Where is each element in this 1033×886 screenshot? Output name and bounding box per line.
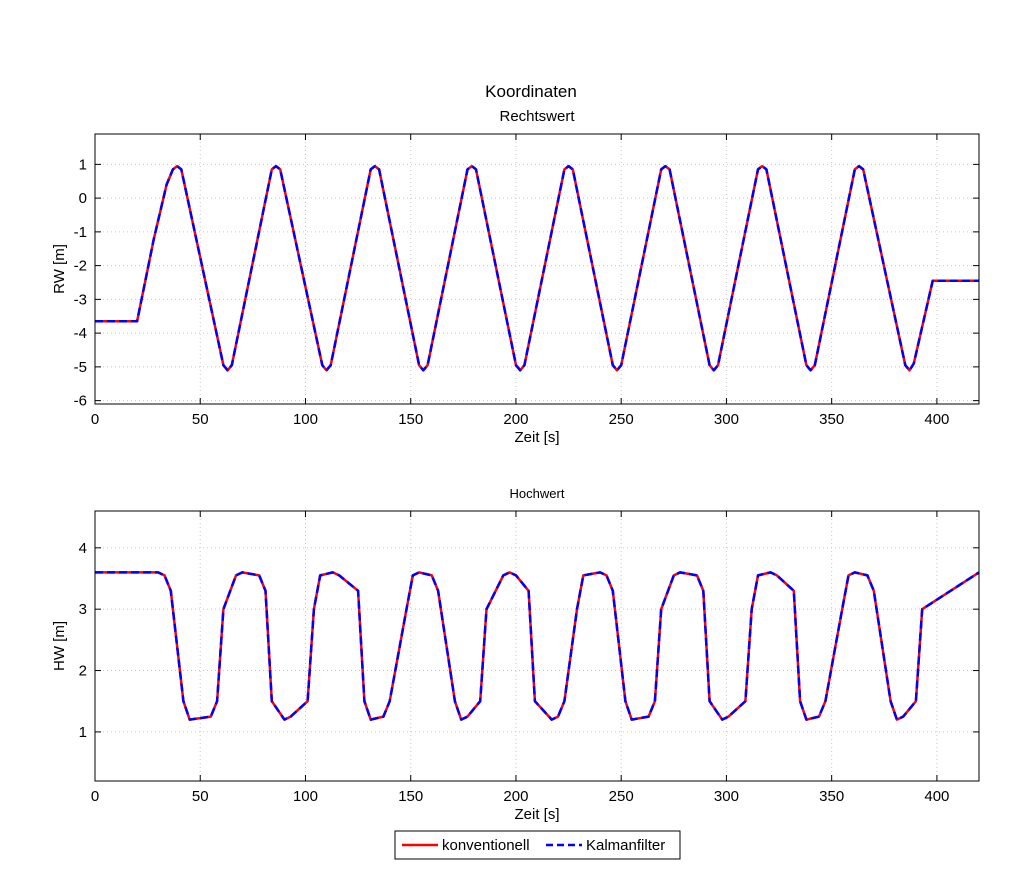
x-tick-label: 0 (91, 788, 99, 805)
plot-rechtswert: 0 50 100 150 200 250 300 350 400 -6 -5 -4 -3 -2 -1 0 1 Re… (51, 108, 980, 446)
y-tick-label: -3 (74, 291, 87, 308)
x-tick-label: 300 (714, 411, 739, 428)
plot-area (95, 134, 979, 404)
axes-frame (94, 510, 980, 782)
y-tick-label: -4 (74, 325, 87, 342)
y-tick-label: -6 (74, 393, 87, 410)
x-tick-label: 350 (819, 788, 844, 805)
y-tick-label: 0 (79, 190, 87, 207)
subplot-title: Hochwert (510, 486, 565, 501)
y-axis-label: RW [m] (51, 244, 68, 294)
y-tick-label: 3 (79, 601, 87, 618)
y-tick-label: 4 (79, 540, 87, 557)
legend-box (394, 830, 681, 860)
y-tick-label: 1 (79, 156, 87, 173)
legend-label-konventionell: konventionell (442, 837, 530, 854)
y-tick-label: 1 (79, 724, 87, 741)
x-tick-label: 150 (398, 788, 423, 805)
series-line-kalmanfilter (95, 164, 979, 372)
subplot-title: Rechtswert (499, 108, 575, 125)
x-tick-label: 200 (503, 788, 528, 805)
x-tick-label: 250 (609, 788, 634, 805)
series-line-kalmanfilter (95, 571, 980, 721)
figure-title: Koordinaten (485, 82, 577, 101)
x-tick-label: 400 (924, 788, 949, 805)
x-tick-label: 200 (503, 411, 528, 428)
x-tick-label: 300 (714, 788, 739, 805)
x-axis-label: Zeit [s] (514, 806, 559, 823)
x-axis-label: Zeit [s] (514, 429, 559, 446)
y-tick-label: -1 (74, 224, 87, 241)
plot-area (95, 511, 979, 781)
y-tick-label: 2 (79, 663, 87, 680)
legend: konventionell Kalmanfilter (394, 830, 681, 860)
x-tick-label: 0 (91, 411, 99, 428)
x-tick-label: 50 (192, 788, 209, 805)
plot-hochwert: 0 50 100 150 200 250 300 350 400 1 2 3 4 Hochwert Zeit… (51, 486, 980, 823)
legend-label-kalmanfilter: Kalmanfilter (586, 837, 665, 854)
x-tick-label: 100 (293, 411, 318, 428)
x-tick-label: 350 (819, 411, 844, 428)
y-axis-label: HW [m] (51, 621, 68, 671)
axes-frame (94, 133, 980, 405)
x-tick-label: 100 (293, 788, 318, 805)
x-tick-label: 150 (398, 411, 423, 428)
x-tick-label: 250 (609, 411, 634, 428)
y-tick-label: -2 (74, 258, 87, 275)
x-tick-label: 400 (924, 411, 949, 428)
y-tick-label: -5 (74, 359, 87, 376)
x-tick-label: 50 (192, 411, 209, 428)
